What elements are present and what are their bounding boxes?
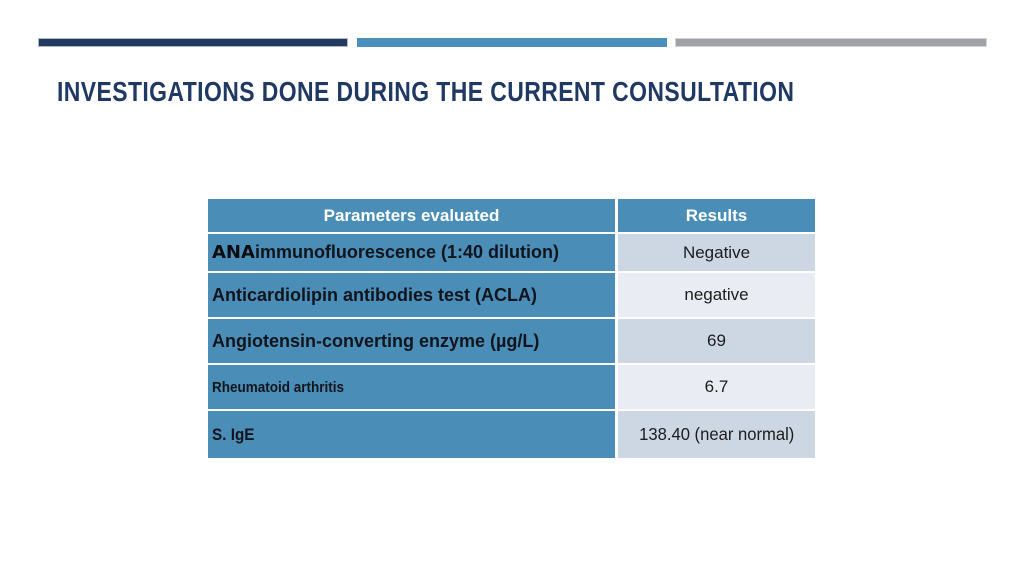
result-value: negative bbox=[684, 285, 749, 304]
result-cell: 69 bbox=[618, 319, 815, 363]
column-header-results: Results bbox=[618, 199, 815, 232]
page-title: INVESTIGATIONS DONE DURING THE CURRENT C… bbox=[57, 76, 795, 107]
table-row-acla: Anticardiolipin antibodies test (ACLA) n… bbox=[208, 273, 815, 317]
results-table: Parameters evaluated Results ANA immunof… bbox=[208, 199, 815, 458]
result-value: 138.40 (near normal) bbox=[638, 424, 795, 444]
parameter-cell: ANA immunofluorescence (1:40 dilution) bbox=[208, 234, 615, 271]
result-value: 6.7 bbox=[704, 377, 729, 396]
result-cell: Negative bbox=[618, 234, 815, 271]
parameter-cell: Anticardiolipin antibodies test (ACLA) bbox=[208, 273, 615, 317]
parameter-cell: Angiotensin-converting enzyme (µg/L) bbox=[208, 319, 615, 363]
accent-bar-gray bbox=[675, 38, 987, 47]
parameter-text: Anticardiolipin antibodies test (ACLA) bbox=[212, 284, 538, 305]
table-row-rheumatoid: Rheumatoid arthritis 6.7 bbox=[208, 365, 815, 409]
result-cell: negative bbox=[618, 273, 815, 317]
accent-bar-blue bbox=[357, 38, 667, 47]
parameter-text: Rheumatoid arthritis bbox=[212, 378, 345, 396]
parameter-text: immunofluorescence (1:40 dilution) bbox=[254, 242, 559, 262]
table-header-row: Parameters evaluated Results bbox=[208, 199, 815, 232]
parameter-cell: S. IgE bbox=[208, 411, 615, 458]
result-cell: 6.7 bbox=[618, 365, 815, 409]
result-cell: 138.40 (near normal) bbox=[618, 411, 815, 458]
parameter-text: Angiotensin-converting enzyme (µg/L) bbox=[212, 330, 540, 351]
accent-bar-navy bbox=[38, 38, 348, 47]
table-row-ace-enzyme: Angiotensin-converting enzyme (µg/L) 69 bbox=[208, 319, 815, 363]
column-header-parameters: Parameters evaluated bbox=[208, 199, 615, 232]
result-value: Negative bbox=[682, 242, 751, 262]
parameter-text: S. IgE bbox=[212, 424, 255, 444]
table-row-ana: ANA immunofluorescence (1:40 dilution) N… bbox=[208, 234, 815, 271]
result-value: 69 bbox=[707, 331, 726, 350]
parameter-cell: Rheumatoid arthritis bbox=[208, 365, 615, 409]
table-row-ige: S. IgE 138.40 (near normal) bbox=[208, 411, 815, 458]
parameter-prefix: ANA bbox=[212, 242, 255, 263]
